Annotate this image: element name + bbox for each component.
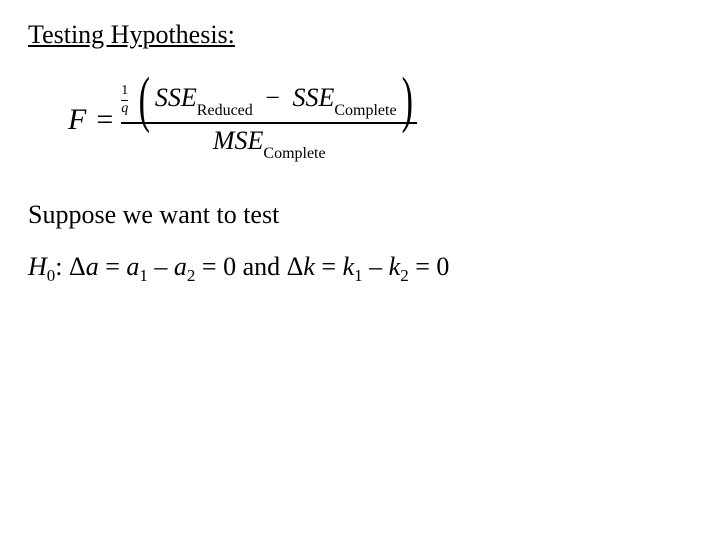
minus1: – [148,252,174,281]
k2-k: k [389,252,401,281]
minus2: – [363,252,389,281]
sse-reduced-sym: SSE [155,83,197,112]
eq0-2: = 0 [409,252,450,281]
null-hypothesis-line: H0: Δa = a1 – a2 = 0 and Δk = k1 – k2 = … [28,252,692,286]
outer-fraction: 1 q ( SSEReduced − SSEComplete ) MSEComp… [121,80,417,160]
one-over-q-num: 1 [121,84,128,100]
formula-row: F = 1 q ( SSEReduced − SSEComplete ) [68,80,692,160]
h-sub-zero: 0 [47,267,56,286]
h0-colon: : [55,252,69,281]
h-symbol: H [28,252,47,281]
eq0-1: = 0 [195,252,236,281]
one-over-q: 1 q [121,84,128,116]
outer-denominator: MSEComplete [213,124,326,160]
delta-k: Δk [287,252,315,281]
outer-numerator: 1 q ( SSEReduced − SSEComplete ) [121,80,417,122]
minus-sign: − [265,83,280,112]
formula-lhs: F [68,103,86,137]
slide-page: Testing Hypothesis: F = 1 q ( SSEReduced… [0,0,720,307]
k1-k: k [343,252,355,281]
formula-equals: = [96,103,113,137]
suppose-line: Suppose we want to test [28,200,692,230]
eq1: = [99,252,127,281]
a2-a: a [174,252,187,281]
sse-complete-sym: SSE [292,83,334,112]
f-statistic-formula: F = 1 q ( SSEReduced − SSEComplete ) [68,80,692,160]
mse-sym: MSE [213,126,264,155]
k1-sub: 1 [354,267,363,286]
right-paren: ) [401,80,412,120]
delta-a: Δa [69,252,99,281]
k2-sub: 2 [400,267,409,286]
sse-complete-sub: Complete [334,102,396,119]
slide-heading: Testing Hypothesis: [28,20,692,50]
sse-reduced-sub: Reduced [197,102,253,119]
a1-a: a [126,252,139,281]
eq2: = [315,252,343,281]
left-paren: ( [139,80,150,120]
mse-sub: Complete [263,145,325,162]
and-word: and [236,252,287,281]
sse-difference: SSEReduced − SSEComplete [151,83,401,117]
one-over-q-den: q [121,101,128,117]
a1-sub: 1 [139,267,148,286]
